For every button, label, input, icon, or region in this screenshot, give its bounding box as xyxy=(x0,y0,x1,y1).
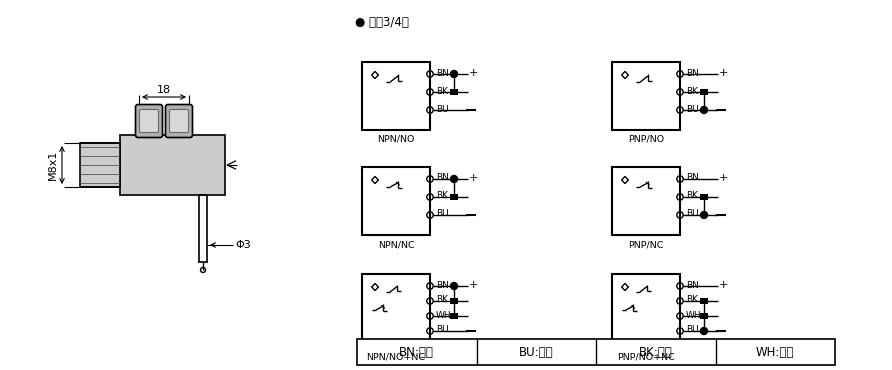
Text: BN: BN xyxy=(436,68,449,77)
FancyBboxPatch shape xyxy=(139,110,159,132)
Text: BU:兰色: BU:兰色 xyxy=(519,346,554,359)
Polygon shape xyxy=(372,283,378,290)
Bar xyxy=(362,274,430,348)
Bar xyxy=(612,62,680,130)
Text: +: + xyxy=(469,173,478,183)
Circle shape xyxy=(700,327,707,334)
Text: BU: BU xyxy=(436,209,449,219)
Text: BK: BK xyxy=(436,87,448,95)
Polygon shape xyxy=(622,71,628,78)
Text: BN: BN xyxy=(436,280,449,289)
Bar xyxy=(700,89,708,95)
Text: +: + xyxy=(469,280,478,290)
FancyBboxPatch shape xyxy=(166,104,193,138)
Text: NPN/NC: NPN/NC xyxy=(377,240,414,249)
Text: PNP/NC: PNP/NC xyxy=(628,240,664,249)
Circle shape xyxy=(700,107,707,114)
Text: 18: 18 xyxy=(157,85,171,95)
Bar xyxy=(450,194,458,200)
Text: BU: BU xyxy=(686,104,698,114)
Bar xyxy=(612,274,680,348)
Bar xyxy=(80,143,120,187)
Bar xyxy=(450,313,458,319)
Text: Φ3: Φ3 xyxy=(235,240,251,250)
Text: BU: BU xyxy=(436,326,449,334)
Bar xyxy=(120,135,225,195)
FancyBboxPatch shape xyxy=(169,110,188,132)
Text: BN:棕色: BN:棕色 xyxy=(400,346,434,359)
Circle shape xyxy=(450,283,458,289)
Text: +: + xyxy=(719,280,729,290)
Polygon shape xyxy=(372,71,378,78)
Text: BK:黑色: BK:黑色 xyxy=(639,346,673,359)
Bar xyxy=(362,167,430,235)
Bar xyxy=(612,167,680,235)
Text: PNP/NO: PNP/NO xyxy=(628,135,664,144)
Text: BN: BN xyxy=(686,68,698,77)
Text: BU: BU xyxy=(436,104,449,114)
Text: BK: BK xyxy=(686,192,698,201)
Text: +: + xyxy=(469,68,478,78)
Bar xyxy=(700,313,708,319)
Bar xyxy=(700,298,708,304)
Bar xyxy=(357,339,835,365)
Bar xyxy=(450,298,458,304)
Text: BU: BU xyxy=(686,326,698,334)
Text: BK: BK xyxy=(686,296,698,305)
Circle shape xyxy=(700,212,707,219)
Text: BN: BN xyxy=(436,174,449,182)
Text: +: + xyxy=(719,173,729,183)
Text: BK: BK xyxy=(436,192,448,201)
Text: BK: BK xyxy=(436,296,448,305)
Bar xyxy=(700,194,708,200)
Bar xyxy=(450,89,458,95)
Text: WH: WH xyxy=(686,310,702,320)
Text: M8x1: M8x1 xyxy=(48,150,58,180)
Text: ● 直涁3/4线: ● 直涁3/4线 xyxy=(355,16,409,28)
Bar xyxy=(362,62,430,130)
Text: BU: BU xyxy=(686,209,698,219)
Text: WH: WH xyxy=(436,310,451,320)
Circle shape xyxy=(450,71,458,77)
Text: BN: BN xyxy=(686,280,698,289)
Text: BK: BK xyxy=(686,87,698,95)
Text: NPN/NO: NPN/NO xyxy=(377,135,415,144)
Text: +: + xyxy=(719,68,729,78)
Text: PNP/NO+NC: PNP/NO+NC xyxy=(617,353,675,362)
Polygon shape xyxy=(622,283,628,290)
FancyBboxPatch shape xyxy=(136,104,162,138)
Text: WH:白色: WH:白色 xyxy=(756,346,795,359)
Text: BN: BN xyxy=(686,174,698,182)
Polygon shape xyxy=(622,176,628,184)
Polygon shape xyxy=(372,176,378,184)
Circle shape xyxy=(450,175,458,182)
Text: NPN/NO+NC: NPN/NO+NC xyxy=(367,353,425,362)
